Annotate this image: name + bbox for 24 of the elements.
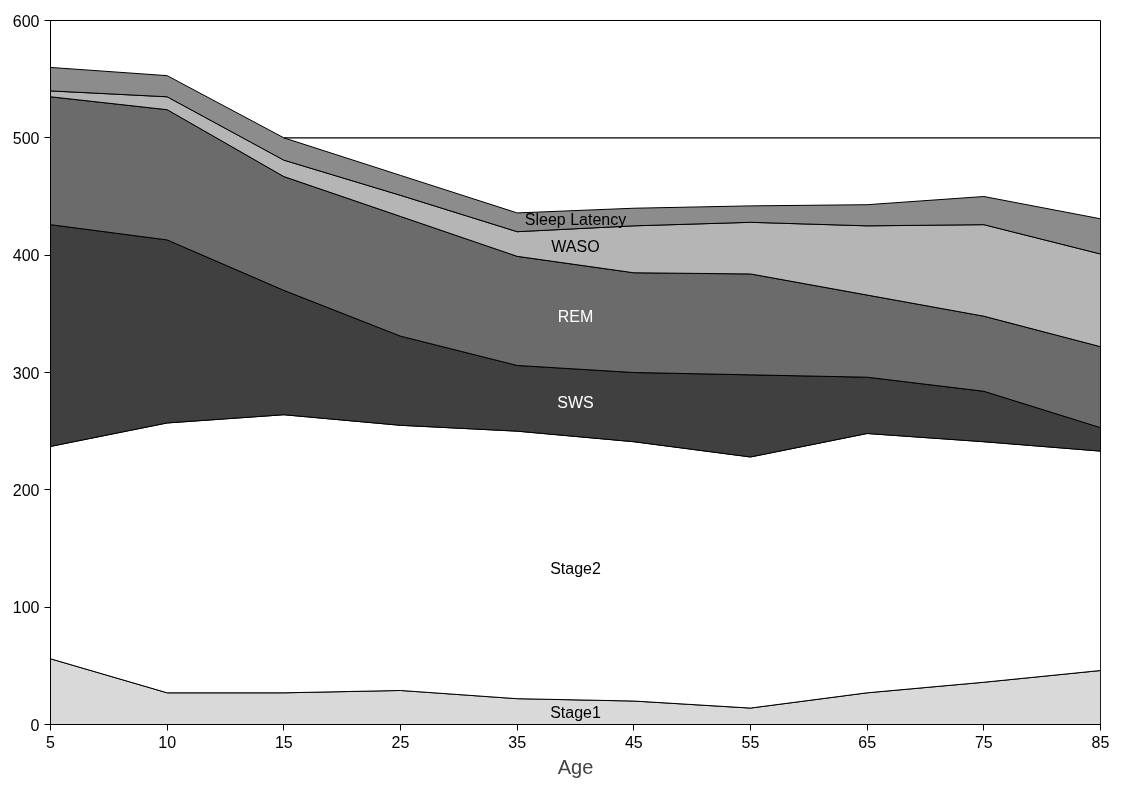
- y-tick-label: 200: [12, 481, 40, 499]
- x-tick-label: 55: [741, 733, 760, 751]
- x-tick-label: 5: [46, 733, 56, 751]
- y-tick-label: 300: [12, 364, 40, 382]
- y-tick-label: 600: [12, 12, 40, 30]
- x-axis-title: Age: [557, 755, 594, 778]
- x-tick-label: 35: [508, 733, 527, 751]
- y-tick-label: 400: [12, 247, 40, 265]
- x-tick-label: 75: [974, 733, 993, 751]
- series-label: Stage1: [550, 703, 601, 721]
- x-tick-label: 85: [1091, 733, 1110, 751]
- series-label: Sleep Latency: [524, 211, 627, 229]
- series-label: SWS: [557, 394, 594, 412]
- series-label: Stage2: [550, 559, 601, 577]
- series-label: WASO: [551, 238, 600, 256]
- y-tick-label: 0: [30, 716, 40, 734]
- y-tick-label: 100: [12, 599, 40, 617]
- x-tick-label: 65: [858, 733, 877, 751]
- x-tick-label: 25: [391, 733, 410, 751]
- series-label: REM: [557, 308, 594, 326]
- x-tick-label: 45: [624, 733, 643, 751]
- x-tick-label: 15: [274, 733, 293, 751]
- x-tick-label: 10: [158, 733, 177, 751]
- y-tick-label: 500: [12, 129, 40, 147]
